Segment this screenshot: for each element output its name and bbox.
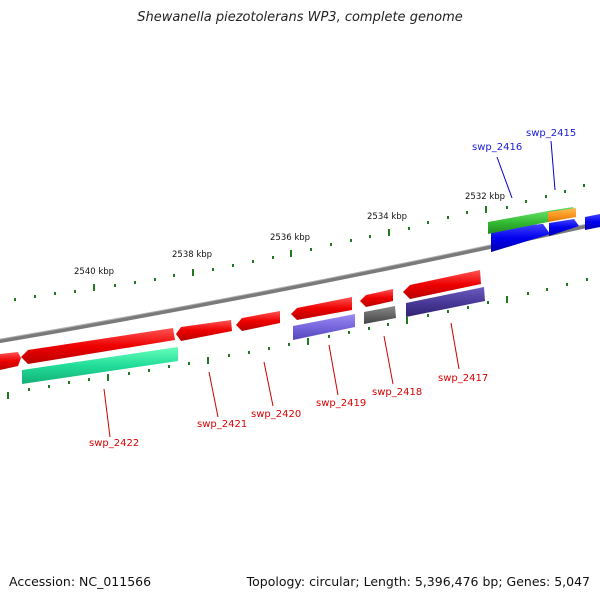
ruler-label: 2534 kbp: [367, 212, 407, 222]
genome-summary-text: Topology: circular; Length: 5,396,476 bp…: [246, 574, 590, 589]
gene-label-swp_2419[interactable]: swp_2419: [316, 398, 366, 409]
gene-feature-swp_2416: [488, 211, 548, 234]
gene-feature-swp_2417: [406, 287, 485, 317]
ruler-label: 2538 kbp: [172, 250, 212, 260]
reverse-cds[interactable]: [0, 270, 481, 370]
gene-feature-swp_2418: [364, 306, 396, 324]
cds-feature-swp_2422: [21, 328, 175, 364]
ruler-label: 2532 kbp: [465, 192, 505, 202]
cds-feature-swp_2415: [549, 219, 579, 236]
gene-feature-swp_2422: [22, 347, 178, 384]
ruler-label: 2540 kbp: [74, 267, 114, 277]
cds-feature-swp_2418: [360, 289, 393, 307]
cds-feature-swp_2420: [236, 311, 280, 331]
cds-feature-next: [585, 214, 600, 230]
gene-label-swp_2415[interactable]: swp_2415: [526, 128, 576, 139]
gene-label-swp_2416[interactable]: swp_2416: [472, 142, 522, 153]
gene-label-swp_2417[interactable]: swp_2417: [438, 373, 488, 384]
leader-lines: [103, 140, 556, 438]
accession-text: Accession: NC_011566: [9, 574, 152, 589]
gene-label-swp_2422[interactable]: swp_2422: [89, 438, 139, 449]
gene-labels: swp_2422 swp_2421 swp_2420 swp_2419 swp_…: [89, 128, 576, 449]
reverse-features[interactable]: [22, 287, 485, 384]
gene-label-swp_2418[interactable]: swp_2418: [372, 387, 422, 398]
cds-feature-swp_2419: [291, 297, 352, 320]
cds-feature-swp_2417: [403, 270, 481, 299]
cds-feature-swp_2421: [176, 320, 232, 341]
page-title: Shewanella piezotolerans WP3, complete g…: [137, 10, 463, 25]
ruler-label: 2536 kbp: [270, 233, 310, 243]
misc-feature-orange: [548, 208, 576, 222]
gene-label-swp_2421[interactable]: swp_2421: [197, 419, 247, 430]
inner-tick-ring: [7, 278, 588, 399]
ruler-labels: 2540 kbp 2538 kbp 2536 kbp 2534 kbp 2532…: [74, 192, 505, 277]
gene-label-swp_2420[interactable]: swp_2420: [251, 409, 301, 420]
cds-feature-left-edge: [0, 352, 21, 370]
gene-feature-swp_2419: [293, 314, 355, 340]
outer-tick-ring: [14, 184, 585, 301]
forward-features[interactable]: [488, 207, 600, 252]
